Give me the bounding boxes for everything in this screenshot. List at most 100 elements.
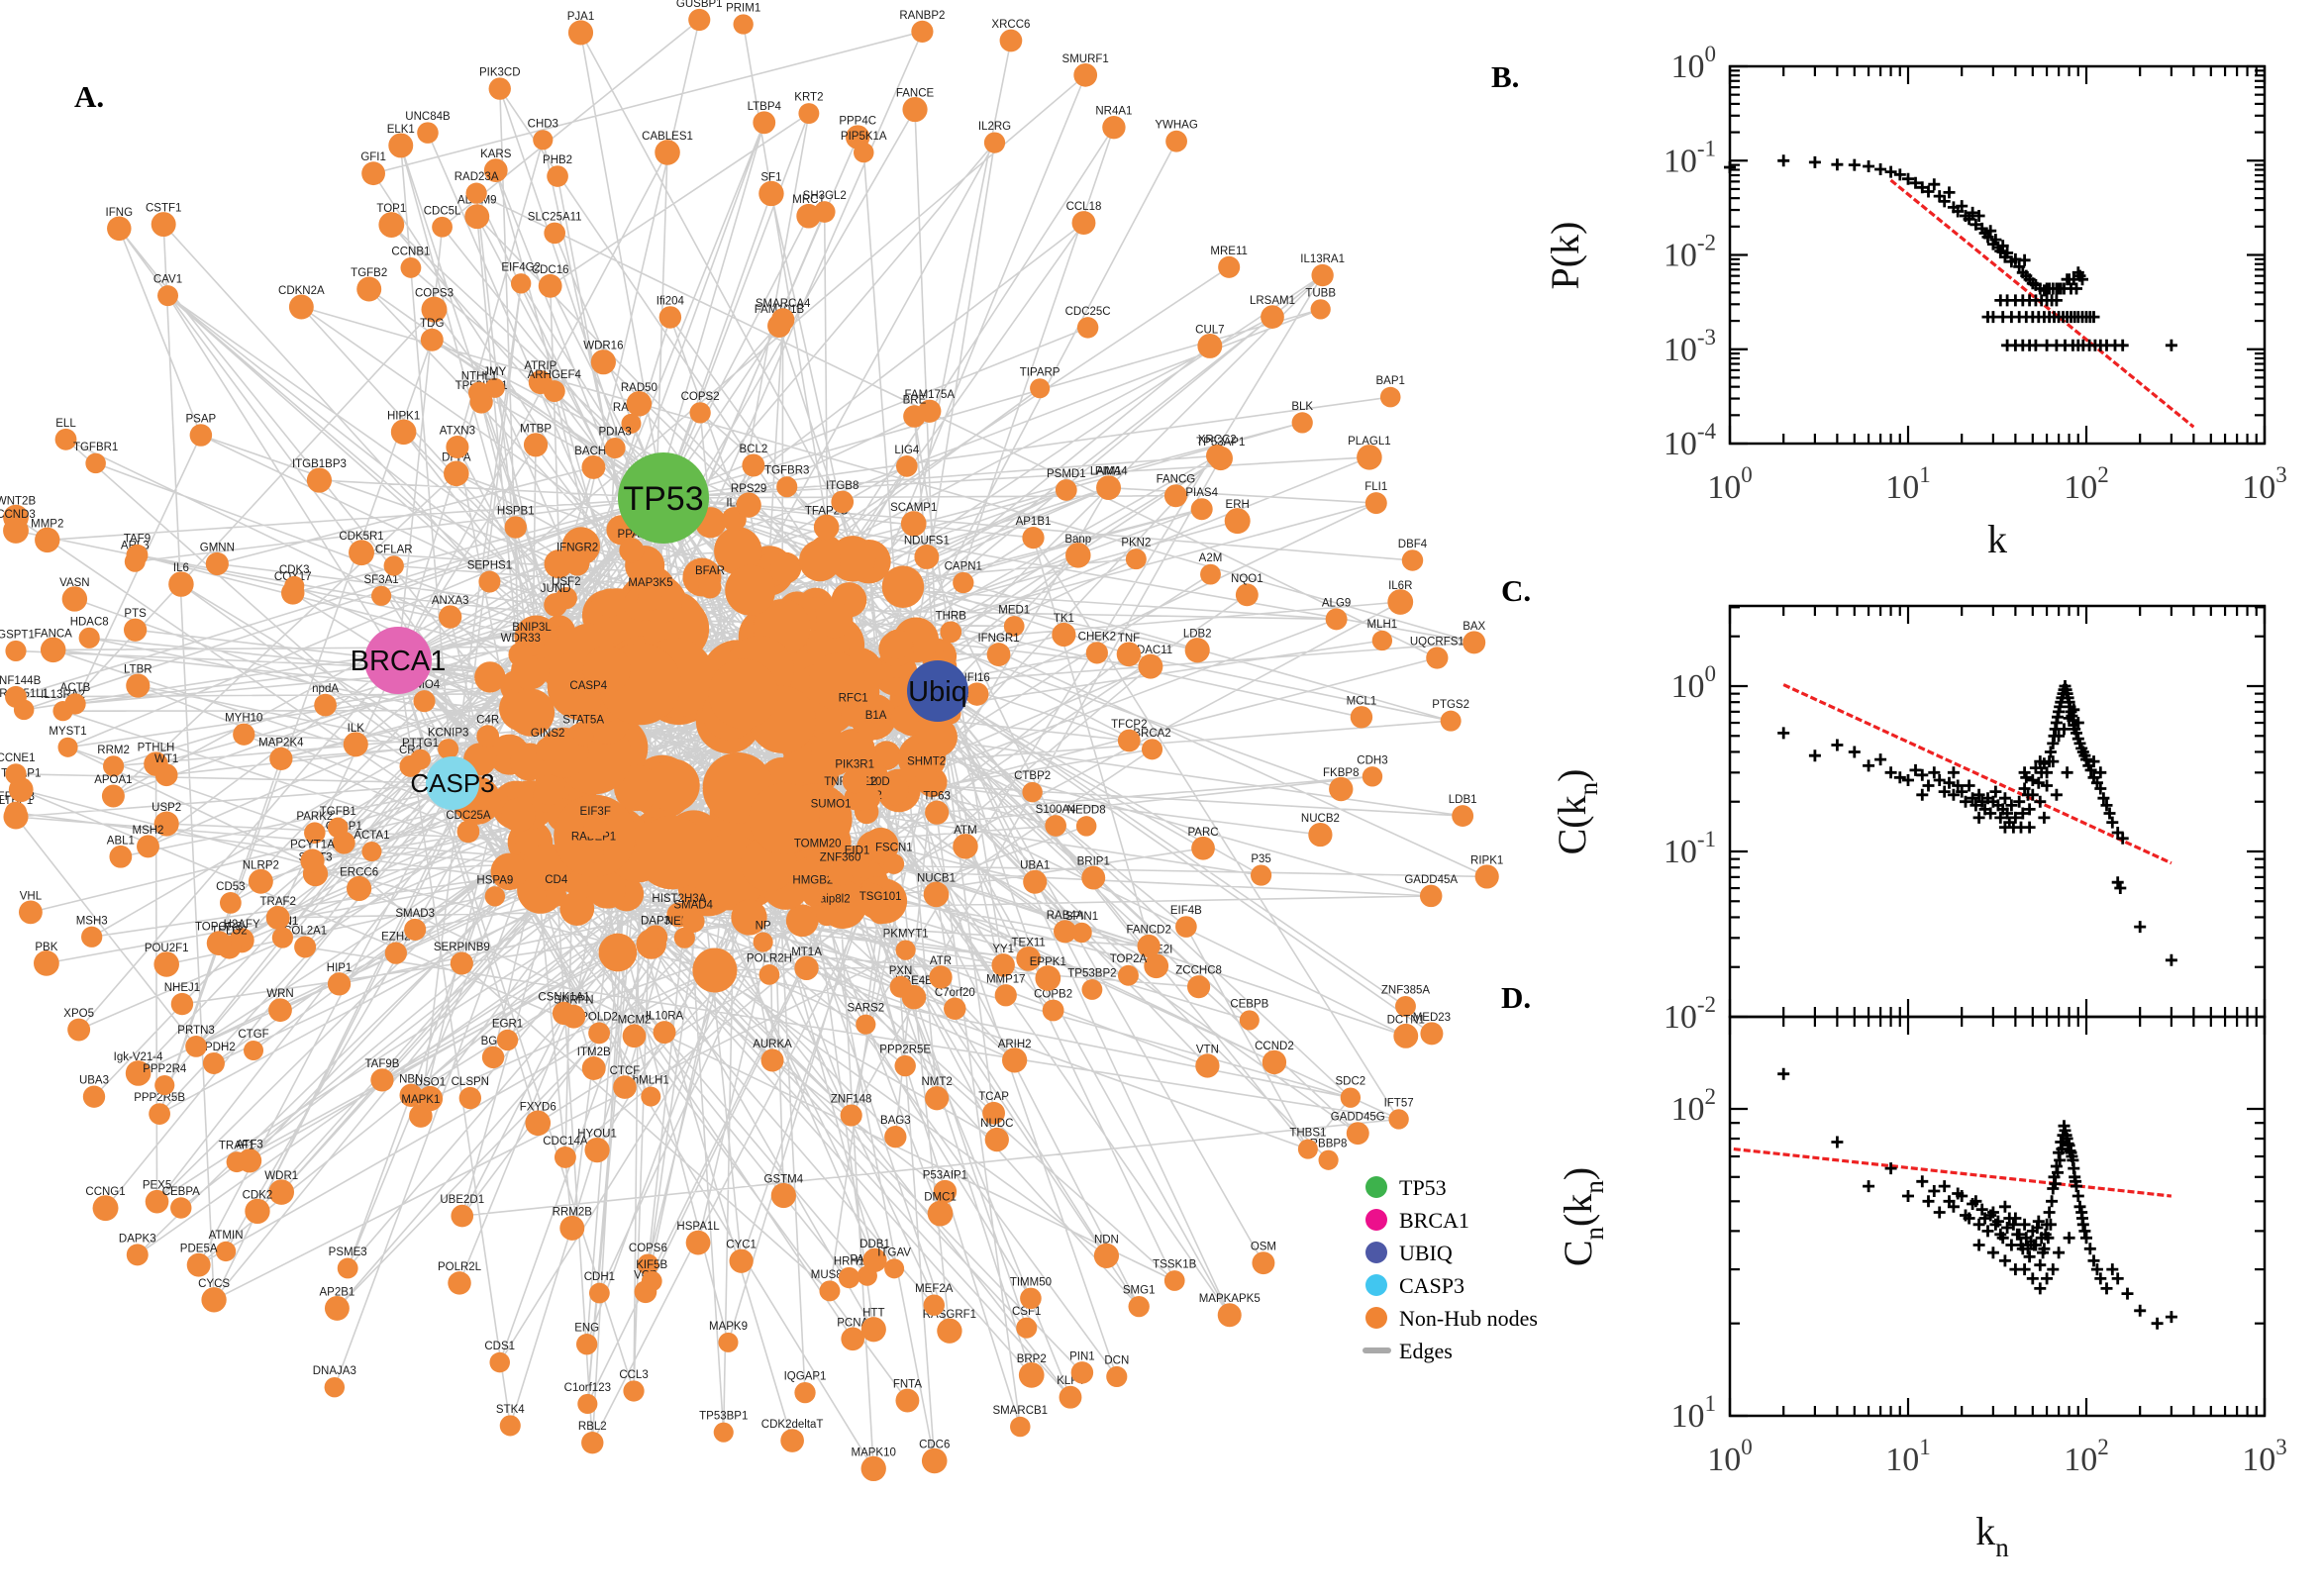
gene-label: SH3GL2	[803, 190, 847, 202]
gene-label: HSPB1	[497, 506, 535, 518]
non-hub-node	[984, 1127, 1009, 1152]
non-hub-node	[622, 1024, 647, 1048]
gene-label: MAPKAPK5	[1199, 1293, 1261, 1305]
gene-label: A2M	[1199, 552, 1223, 564]
gene-label: PSAP	[186, 414, 217, 426]
gene-label: UBA3	[79, 1075, 109, 1087]
x-tick-label: 103	[2242, 1435, 2287, 1478]
non-hub-node	[923, 1294, 946, 1316]
non-hub-node	[35, 527, 60, 553]
non-hub-node	[1250, 864, 1272, 886]
gene-label: IQGAP1	[784, 1371, 827, 1383]
x-tick-label: 103	[2242, 462, 2287, 506]
non-hub-node	[999, 29, 1023, 52]
non-hub-node	[582, 646, 631, 694]
gene-label: MAPK1	[401, 1094, 440, 1106]
gene-label: PHB2	[543, 154, 572, 166]
gene-label: PPP2R5E	[879, 1045, 931, 1056]
gene-label: STAT5A	[562, 715, 604, 727]
x-axis-label: kn	[1975, 1509, 2009, 1562]
non-hub-node	[915, 766, 939, 790]
non-hub-node	[1419, 884, 1443, 908]
non-hub-node	[862, 1247, 887, 1272]
gene-label: TGFBR3	[764, 465, 809, 477]
gene-label: CDK2	[243, 1189, 273, 1201]
gene-label: FKBP8	[1323, 767, 1359, 779]
gene-label: PPP2R5B	[134, 1092, 185, 1104]
gene-label: TIPARP	[1020, 366, 1060, 378]
non-hub-node	[1117, 729, 1141, 752]
gene-label: LDB2	[1183, 629, 1212, 641]
gene-label: NBN	[399, 1073, 423, 1085]
non-hub-node	[1340, 1087, 1362, 1108]
non-hub-node	[109, 845, 133, 868]
gene-label: CDS1	[484, 1341, 515, 1352]
non-hub-node	[107, 216, 132, 242]
non-hub-node	[1144, 953, 1169, 979]
gene-label: TDG	[420, 318, 444, 330]
gene-label: CAPN1	[945, 561, 982, 573]
x-tick-label: 100	[1707, 1435, 1753, 1478]
non-hub-node	[499, 1415, 521, 1437]
gene-label: SMG1	[1123, 1285, 1156, 1297]
gene-label: TRAF2	[259, 896, 295, 908]
non-hub-node	[370, 1068, 394, 1092]
non-hub-node	[450, 951, 473, 975]
non-hub-node	[1003, 616, 1025, 637]
gene-label: TOP2A	[1110, 953, 1148, 965]
non-hub-node	[828, 861, 853, 886]
gene-label: PPP2R4	[143, 1063, 187, 1075]
gene-label: HIST2H3A	[652, 893, 706, 905]
gene-label: MAPK10	[852, 1446, 896, 1458]
non-hub-node	[588, 1282, 610, 1304]
legend-item-casp3: CASP3	[1365, 1273, 1464, 1298]
gene-label: FNTA	[893, 1379, 923, 1391]
gene-label: PTTG1	[402, 738, 439, 749]
non-hub-node	[1311, 263, 1334, 287]
gene-label: PTS	[124, 608, 147, 620]
non-hub-node	[451, 1204, 474, 1228]
x-tick-label: 100	[1707, 462, 1753, 506]
x-tick-label: 101	[1885, 462, 1931, 506]
non-hub-node	[1218, 255, 1241, 278]
gene-label: TGFB2	[351, 267, 387, 279]
gene-label: MMP2	[31, 518, 63, 530]
non-hub-node	[489, 1351, 510, 1373]
gene-label: H2AFY	[224, 919, 260, 931]
gene-label: AURKA	[753, 1039, 792, 1050]
gene-label: JUND	[541, 583, 571, 595]
gene-label: CDC6	[919, 1439, 950, 1450]
gene-label: SMARCB1	[992, 1405, 1048, 1417]
non-hub-node	[40, 637, 66, 663]
non-hub-node	[816, 904, 838, 927]
gene-label: CDC16	[532, 264, 569, 276]
non-hub-node	[581, 1431, 604, 1454]
gene-label: WRN	[266, 988, 293, 1000]
non-hub-node	[125, 1060, 152, 1086]
non-hub-node	[798, 540, 842, 582]
gene-label: TAF9	[124, 534, 151, 546]
non-hub-node	[535, 737, 560, 762]
legend-color-swatch	[1365, 1274, 1387, 1296]
non-hub-node	[689, 402, 711, 424]
gene-label: FSCN1	[875, 843, 913, 854]
gene-label: ABL1	[107, 835, 135, 847]
non-hub-node	[1138, 653, 1163, 679]
gene-label: ILK	[348, 723, 365, 735]
gene-label: USO1	[415, 1077, 446, 1089]
non-hub-node	[884, 1258, 905, 1279]
non-hub-node	[856, 1014, 876, 1035]
non-hub-node	[1073, 62, 1098, 87]
gene-label: MAPK9	[709, 1321, 748, 1333]
gene-label: MRC1	[792, 194, 825, 206]
non-hub-node	[1200, 563, 1221, 585]
gene-label: BRCA2	[1133, 728, 1170, 740]
gene-label: TOPORS	[195, 922, 244, 934]
gene-label: DCN	[1104, 1354, 1129, 1366]
scatter-points	[1777, 680, 2177, 966]
gene-label: PSME3	[329, 1247, 367, 1258]
gene-label: PSMD1	[1047, 468, 1086, 480]
non-hub-nodes: TCAPIfi204NHEJ1PRIM1TP53INP1CSTF1H2AFYSM…	[0, 0, 1503, 1482]
gene-label: P53AIP1	[923, 1170, 967, 1182]
